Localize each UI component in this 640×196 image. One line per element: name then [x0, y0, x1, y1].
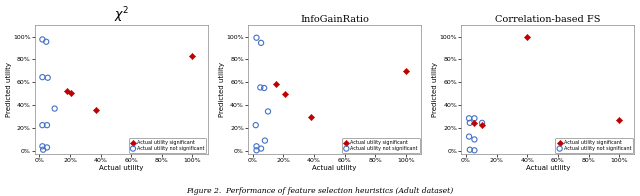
Actual utility significant — [66, 92, 76, 95]
Actual utility not significant — [256, 41, 266, 44]
Actual utility significant — [91, 108, 101, 111]
Actual utility significant — [306, 115, 316, 118]
Actual utility significant — [614, 118, 624, 122]
Title: $\chi^2$: $\chi^2$ — [114, 5, 129, 25]
Actual utility not significant — [252, 149, 262, 152]
Y-axis label: Predicted utility: Predicted utility — [219, 62, 225, 117]
Actual utility not significant — [252, 36, 262, 39]
Actual utility not significant — [469, 138, 479, 141]
Title: Correlation-based FS: Correlation-based FS — [495, 15, 601, 24]
Actual utility not significant — [37, 124, 47, 127]
Actual utility not significant — [469, 117, 479, 120]
Actual utility not significant — [37, 76, 47, 79]
X-axis label: Actual utility: Actual utility — [525, 165, 570, 171]
Actual utility not significant — [251, 124, 261, 127]
Title: InfoGainRatio: InfoGainRatio — [300, 15, 369, 24]
Y-axis label: Predicted utility: Predicted utility — [6, 62, 12, 117]
Actual utility not significant — [259, 86, 269, 90]
Actual utility significant — [271, 83, 281, 86]
Text: Figure 2.  Performance of feature selection heuristics (Adult dataset): Figure 2. Performance of feature selecti… — [186, 187, 454, 195]
Legend: Actual utility significant, Actual utility not significant: Actual utility significant, Actual utili… — [556, 138, 633, 153]
Y-axis label: Predicted utility: Predicted utility — [432, 62, 438, 117]
Actual utility not significant — [41, 40, 51, 43]
Actual utility not significant — [42, 124, 52, 127]
Actual utility significant — [401, 69, 411, 73]
Actual utility not significant — [477, 121, 487, 124]
Actual utility not significant — [260, 139, 270, 142]
Actual utility not significant — [465, 148, 475, 151]
Actual utility not significant — [37, 145, 47, 148]
Actual utility significant — [477, 123, 487, 126]
X-axis label: Actual utility: Actual utility — [99, 165, 143, 171]
Legend: Actual utility significant, Actual utility not significant: Actual utility significant, Actual utili… — [129, 138, 206, 153]
Actual utility not significant — [252, 145, 262, 148]
Actual utility not significant — [256, 147, 266, 150]
Actual utility not significant — [469, 149, 479, 152]
Actual utility significant — [469, 122, 479, 125]
Actual utility not significant — [43, 76, 53, 79]
Actual utility not significant — [37, 38, 47, 41]
Actual utility significant — [280, 92, 290, 95]
Actual utility not significant — [49, 107, 60, 110]
X-axis label: Actual utility: Actual utility — [312, 165, 356, 171]
Actual utility not significant — [464, 135, 474, 138]
Actual utility not significant — [263, 110, 273, 113]
Actual utility not significant — [465, 121, 475, 124]
Actual utility not significant — [255, 86, 266, 89]
Actual utility significant — [188, 54, 198, 58]
Actual utility not significant — [38, 148, 48, 151]
Actual utility significant — [522, 35, 532, 38]
Legend: Actual utility significant, Actual utility not significant: Actual utility significant, Actual utili… — [342, 138, 420, 153]
Actual utility not significant — [464, 117, 474, 120]
Actual utility significant — [62, 90, 72, 93]
Actual utility not significant — [42, 146, 52, 149]
